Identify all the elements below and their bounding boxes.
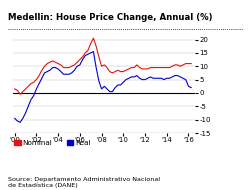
Text: Source: Departamento Administrativo Nacional
de Estadística (DANE): Source: Departamento Administrativo Naci… [8, 177, 160, 188]
Text: Medellin: House Price Change, Annual (%): Medellin: House Price Change, Annual (%) [8, 13, 212, 22]
Legend: Nominal, Real: Nominal, Real [11, 138, 94, 149]
